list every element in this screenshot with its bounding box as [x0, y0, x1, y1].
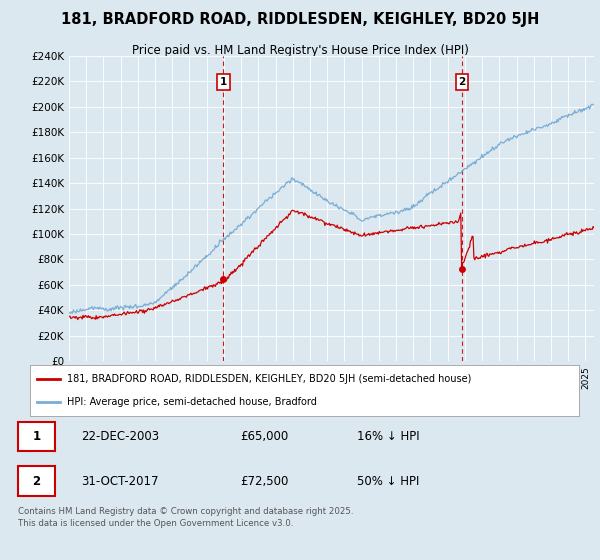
- FancyBboxPatch shape: [18, 422, 55, 451]
- Text: 50% ↓ HPI: 50% ↓ HPI: [357, 475, 419, 488]
- Text: 22-DEC-2003: 22-DEC-2003: [81, 430, 159, 443]
- Text: 16% ↓ HPI: 16% ↓ HPI: [357, 430, 419, 443]
- Text: 2: 2: [458, 77, 466, 87]
- Text: £72,500: £72,500: [240, 475, 289, 488]
- Text: Price paid vs. HM Land Registry's House Price Index (HPI): Price paid vs. HM Land Registry's House …: [131, 44, 469, 57]
- Text: 1: 1: [32, 430, 41, 443]
- FancyBboxPatch shape: [18, 466, 55, 496]
- Text: 181, BRADFORD ROAD, RIDDLESDEN, KEIGHLEY, BD20 5JH: 181, BRADFORD ROAD, RIDDLESDEN, KEIGHLEY…: [61, 12, 539, 27]
- Text: £65,000: £65,000: [240, 430, 288, 443]
- Text: 181, BRADFORD ROAD, RIDDLESDEN, KEIGHLEY, BD20 5JH (semi-detached house): 181, BRADFORD ROAD, RIDDLESDEN, KEIGHLEY…: [67, 374, 472, 384]
- Text: 1: 1: [220, 77, 227, 87]
- Text: HPI: Average price, semi-detached house, Bradford: HPI: Average price, semi-detached house,…: [67, 397, 317, 407]
- Text: 31-OCT-2017: 31-OCT-2017: [81, 475, 158, 488]
- Text: 2: 2: [32, 475, 41, 488]
- Text: Contains HM Land Registry data © Crown copyright and database right 2025.
This d: Contains HM Land Registry data © Crown c…: [18, 507, 353, 528]
